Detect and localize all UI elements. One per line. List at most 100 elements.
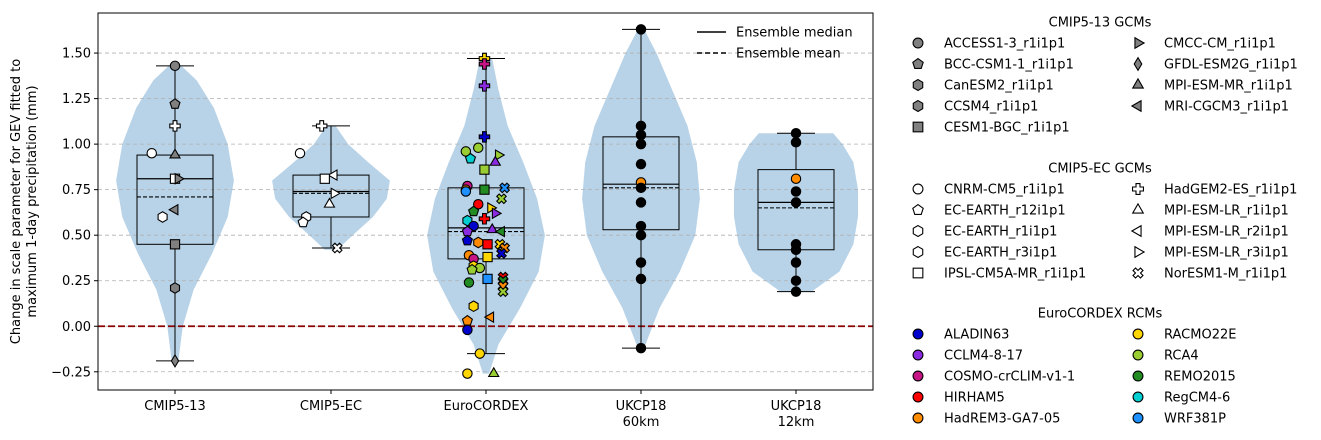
legend-entry: CCLM4-8-17 <box>912 349 1023 364</box>
legend-marker <box>1132 412 1144 424</box>
legend-entry: EC-EARTH_r3i1p1 <box>912 246 1057 261</box>
legend-entry: ACCESS1-3_r1i1p1 <box>912 37 1065 52</box>
violin-5 <box>734 133 858 292</box>
x-tick-label: UKCP18 <box>616 399 667 414</box>
legend-section-title: CMIP5-EC GCMs <box>1048 162 1152 177</box>
data-point <box>464 152 477 164</box>
data-point <box>473 236 484 249</box>
legend-entry-label: GFDL-ESM2G_r1i1p1 <box>1164 58 1298 73</box>
data-point <box>474 348 486 359</box>
y-tick-label: 1.00 <box>62 138 91 153</box>
legend-entry: REMO2015 <box>1132 370 1236 385</box>
legend-entry: ALADIN63 <box>912 328 1009 343</box>
legend-entry-label: CCSM4_r1i1p1 <box>944 100 1038 115</box>
legend-entry-label: EC-EARTH_r1i1p1 <box>944 225 1057 240</box>
legend-entry: EC-EARTH_r1i1p1 <box>912 224 1057 240</box>
legend-entry: HadGEM2-ES_r1i1p1 <box>1131 183 1297 198</box>
violins <box>116 29 858 374</box>
violin-1 <box>116 65 234 363</box>
data-point <box>495 193 508 205</box>
legend-section-1: CMIP5-13 GCMs ACCESS1-3_r1i1p1 BCC-CSM1-1_… <box>912 16 1298 136</box>
data-point <box>478 80 491 92</box>
y-axis: −0.25 0.00 0.25 0.50 0.75 1.00 1.25 1.50 <box>51 47 98 380</box>
data-point <box>174 172 185 185</box>
legend-entry-label: RACMO22E <box>1164 328 1236 343</box>
legend-marker <box>912 370 924 382</box>
legend-marker <box>1134 36 1146 50</box>
y-tick-label: 1.50 <box>62 47 91 62</box>
legend-entry-label: WRF381P <box>1164 412 1226 427</box>
data-point <box>169 60 181 72</box>
legend-entry-label: REMO2015 <box>1164 370 1236 385</box>
legend-marker <box>912 37 924 49</box>
data-point <box>168 203 179 216</box>
data-point <box>482 273 493 285</box>
data-point <box>483 311 495 324</box>
data-point <box>494 225 505 238</box>
data-point <box>635 129 647 141</box>
legend-marker <box>912 224 924 238</box>
data-point <box>635 197 647 208</box>
y-tick-label: −0.25 <box>51 365 91 380</box>
legend-entry: RACMO22E <box>1132 328 1236 343</box>
y-axis-label: Change in scale parameter for GEV fitted… <box>9 59 40 344</box>
legend-marker <box>1131 202 1145 214</box>
y-axis-label-line1: Change in scale parameter for GEV fitted… <box>9 59 24 344</box>
data-point <box>466 263 478 275</box>
data-point <box>319 173 330 184</box>
legend-entry-label: NorESM1-M_r1i1p1 <box>1164 267 1287 282</box>
legend-marker <box>1132 267 1144 279</box>
data-point <box>486 222 499 234</box>
data-point <box>478 213 491 225</box>
legend-marker <box>912 57 924 69</box>
legend-marker <box>1132 349 1144 361</box>
legend-entry-label: HadGEM2-ES_r1i1p1 <box>1164 183 1297 198</box>
data-point <box>635 138 647 150</box>
legend-marker <box>912 183 924 195</box>
data-point <box>495 247 508 259</box>
legend-entry-label: RCA4 <box>1164 349 1199 364</box>
y-tick-label: 0.00 <box>62 320 91 335</box>
legend-entry-label: CMCC-CM_r1i1p1 <box>1164 37 1276 52</box>
legend-entry-label: CNRM-CM5_r1i1p1 <box>944 183 1065 198</box>
legend-marker <box>1132 328 1144 340</box>
legend-entry-label: CESM1-BGC_r1i1p1 <box>944 121 1070 136</box>
data-point <box>790 186 802 197</box>
x-tick-label: 60km <box>623 415 660 430</box>
legend-entry: CNRM-CM5_r1i1p1 <box>912 183 1065 198</box>
legend-entry: MPI-ESM-LR_r3i1p1 <box>1134 245 1289 261</box>
data-point <box>790 244 802 256</box>
legend-marker <box>912 99 924 113</box>
data-point <box>460 146 472 157</box>
model-points <box>146 24 802 379</box>
data-point <box>497 286 509 298</box>
legend-entry-label: MRI-CGCM3_r1i1p1 <box>1164 100 1289 115</box>
data-point <box>462 368 473 379</box>
legend-entry-label: ALADIN63 <box>944 328 1009 343</box>
data-point <box>635 220 647 232</box>
data-point <box>330 187 341 200</box>
legend-entry-label: MPI-ESM-MR_r1i1p1 <box>1164 79 1293 94</box>
data-point <box>491 207 503 220</box>
data-point <box>790 197 802 208</box>
legend-entry-label: HIRHAM5 <box>944 391 1005 406</box>
data-point <box>327 169 338 182</box>
data-point <box>635 342 647 354</box>
x-tick-label: CMIP5-EC <box>300 399 362 414</box>
legend-marker <box>1134 245 1146 259</box>
legend-entry: MRI-CGCM3_r1i1p1 <box>1130 100 1289 115</box>
legend-entry-label: IPSL-CM5A-MR_r1i1p1 <box>944 267 1086 282</box>
legend-marker <box>912 78 924 92</box>
legend-entry: CCSM4_r1i1p1 <box>912 99 1038 115</box>
legend-entry-label: EC-EARTH_r12i1p1 <box>944 204 1066 219</box>
legend-section-3: EuroCORDEX RCMs ALADIN63 CCLM4-8-17 COSMO-c… <box>912 307 1236 427</box>
y-tick-label: 0.25 <box>62 274 91 289</box>
data-point <box>635 229 647 241</box>
legend-entry: MPI-ESM-MR_r1i1p1 <box>1131 77 1293 94</box>
data-point <box>790 275 802 286</box>
data-point <box>482 239 493 250</box>
legend-marker <box>1132 370 1144 382</box>
data-point <box>482 251 493 263</box>
legend-entry-label: BCC-CSM1-1_r1i1p1 <box>944 58 1074 73</box>
